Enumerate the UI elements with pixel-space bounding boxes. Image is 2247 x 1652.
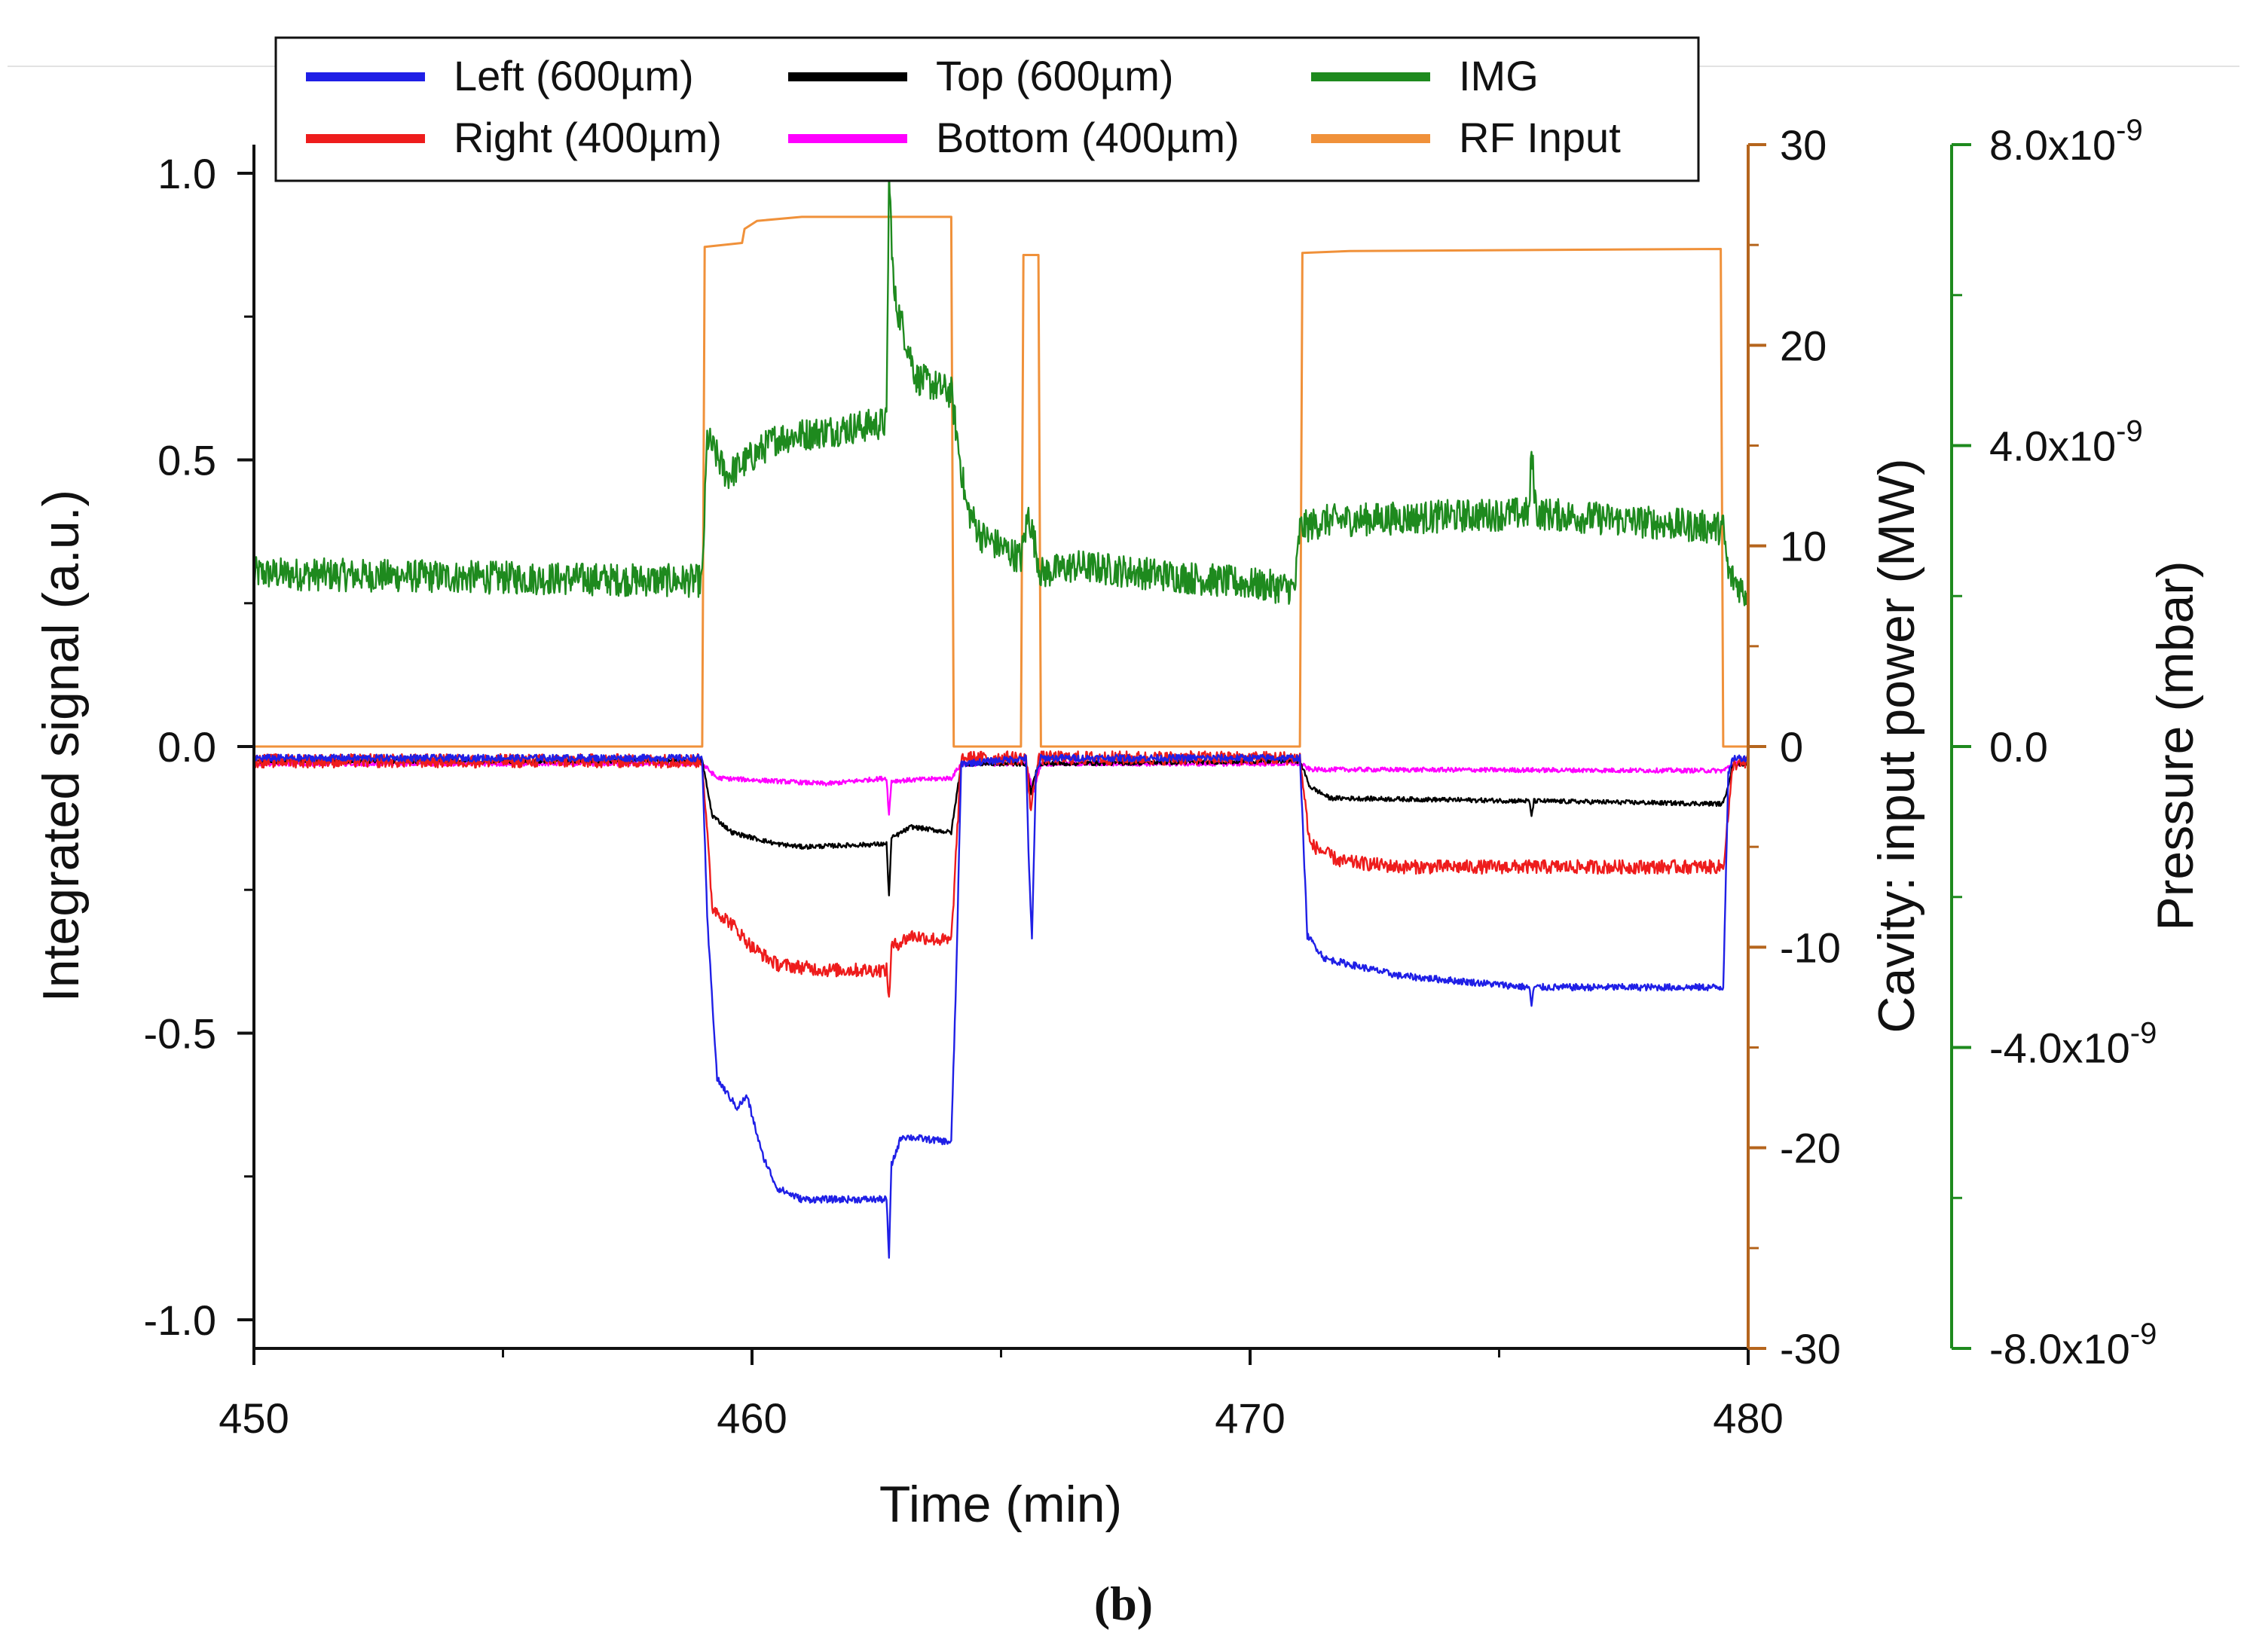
pressure-tick-label: -4.0x10-9 bbox=[1989, 1017, 2157, 1072]
power-tick-label: -30 bbox=[1780, 1325, 1841, 1373]
power-tick-label: -10 bbox=[1780, 924, 1841, 971]
left-axis-title: Integrated signal (a.u.) bbox=[32, 490, 90, 1002]
power-axis-title-prefix: Cavity: bbox=[1868, 863, 1925, 1034]
series-line-left-600-m bbox=[252, 753, 1750, 1259]
left-axis: 1.0 0.5 0.0 -0.5 -1.0 bbox=[144, 145, 255, 1348]
series-line-img bbox=[252, 168, 1750, 606]
series-layer bbox=[252, 168, 1750, 1259]
left-tick-label: 0.5 bbox=[157, 437, 216, 484]
power-axis-title: Cavity: input power (MW) bbox=[1868, 458, 1925, 1033]
legend-label-rf-input: RF Input bbox=[1459, 114, 1621, 161]
series-line-rf-input bbox=[254, 215, 1748, 748]
pressure-tick-exponent: -9 bbox=[2116, 415, 2143, 448]
power-tick-label: 10 bbox=[1780, 523, 1827, 570]
x-tick-label: 450 bbox=[219, 1394, 289, 1442]
legend-box bbox=[274, 36, 1700, 182]
x-axis-title: Time (min) bbox=[879, 1476, 1122, 1533]
power-tick-label: -20 bbox=[1780, 1125, 1841, 1172]
x-tick-label: 470 bbox=[1215, 1394, 1285, 1442]
left-tick-label: -1.0 bbox=[144, 1296, 217, 1344]
pressure-tick-exponent: -9 bbox=[2116, 114, 2143, 147]
legend: Left (600µm) Top (600µm) IMG Right (400µm) B… bbox=[274, 36, 1700, 182]
pressure-tick-label: 4.0x10-9 bbox=[1989, 415, 2143, 470]
bottom-axis: 450 460 470 480 bbox=[219, 1347, 1784, 1442]
pressure-tick-label: 0.0 bbox=[1989, 723, 2048, 771]
pressure-tick-mantissa: -4.0x10 bbox=[1989, 1024, 2130, 1072]
left-tick-label: 1.0 bbox=[157, 150, 216, 197]
power-axis-title-suffix: input power (MW) bbox=[1868, 458, 1925, 863]
power-tick-label: 30 bbox=[1780, 121, 1827, 169]
pressure-tick-exponent: -9 bbox=[2130, 1017, 2157, 1050]
power-axis: 30 20 10 0 -10 -20 -30 bbox=[1747, 121, 1841, 1373]
x-tick-label: 480 bbox=[1713, 1394, 1783, 1442]
figure-caption: (b) bbox=[1094, 1577, 1153, 1630]
pressure-tick-mantissa: -8.0x10 bbox=[1989, 1325, 2130, 1373]
x-tick-label: 460 bbox=[717, 1394, 787, 1442]
pressure-tick-label: 8.0x10-9 bbox=[1989, 114, 2143, 169]
legend-label-img: IMG bbox=[1459, 52, 1539, 99]
pressure-tick-exponent: -9 bbox=[2130, 1318, 2157, 1351]
pressure-tick-mantissa: 4.0x10 bbox=[1989, 423, 2116, 470]
left-tick-label: 0.0 bbox=[157, 723, 216, 771]
pressure-tick-mantissa: 8.0x10 bbox=[1989, 121, 2116, 169]
legend-label-bottom-400-m: Bottom (400µm) bbox=[936, 114, 1240, 161]
pressure-tick-mantissa: 0.0 bbox=[1989, 723, 2048, 771]
left-tick-label: -0.5 bbox=[144, 1009, 217, 1057]
legend-label-left-600-m: Left (600µm) bbox=[454, 52, 694, 99]
legend-label-right-400-m: Right (400µm) bbox=[454, 114, 722, 161]
pressure-axis-title: Pressure (mbar) bbox=[2147, 560, 2204, 930]
power-tick-label: 20 bbox=[1780, 322, 1827, 369]
pressure-axis: 8.0x10-94.0x10-90.0-4.0x10-9-8.0x10-9 bbox=[1950, 114, 2157, 1373]
legend-label-top-600-m: Top (600µm) bbox=[936, 52, 1174, 99]
pressure-tick-label: -8.0x10-9 bbox=[1989, 1318, 2157, 1373]
power-tick-label: 0 bbox=[1780, 723, 1803, 771]
